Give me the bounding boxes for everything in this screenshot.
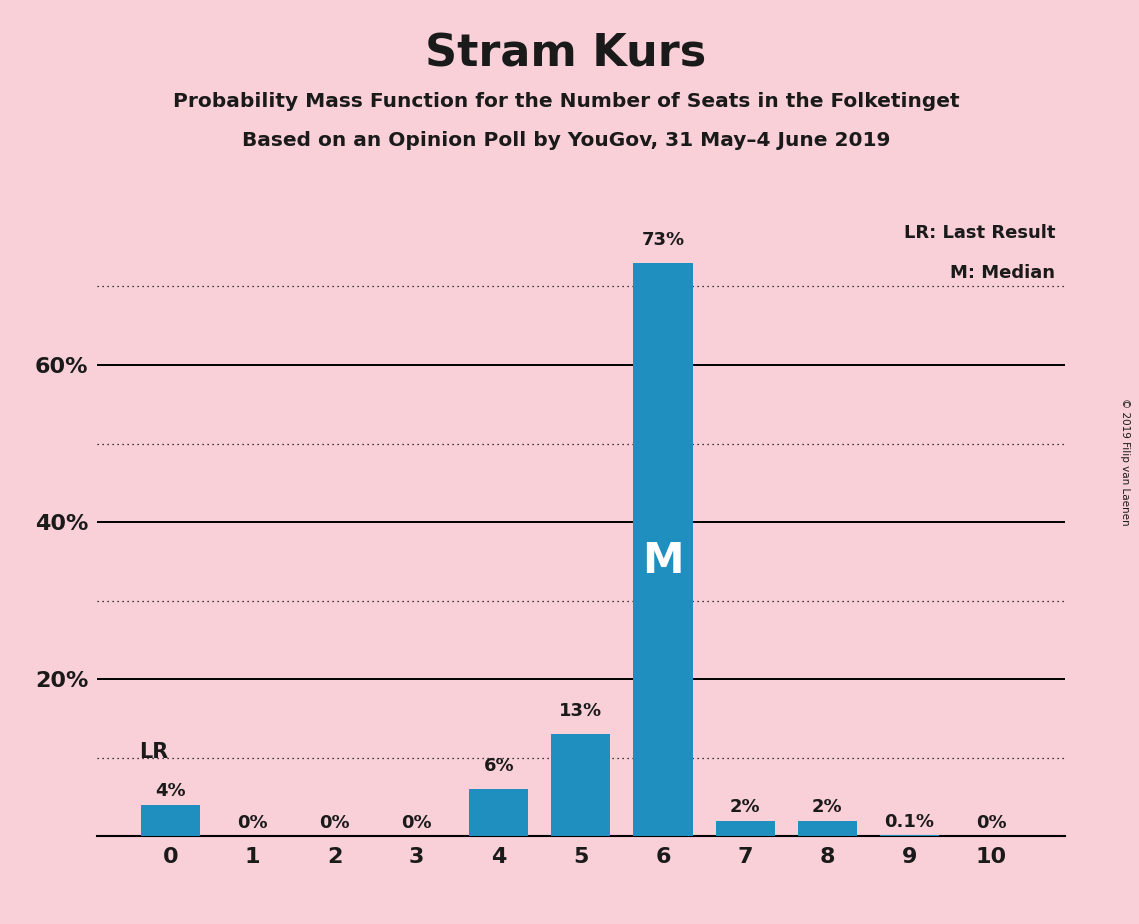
Text: 73%: 73% (641, 231, 685, 249)
Text: M: M (642, 541, 683, 582)
Text: LR: Last Result: LR: Last Result (903, 224, 1055, 241)
Text: Probability Mass Function for the Number of Seats in the Folketinget: Probability Mass Function for the Number… (173, 92, 959, 112)
Bar (797, 821, 857, 836)
Text: Stram Kurs: Stram Kurs (426, 32, 706, 76)
Text: Based on an Opinion Poll by YouGov, 31 May–4 June 2019: Based on an Opinion Poll by YouGov, 31 M… (241, 131, 891, 151)
Text: 2%: 2% (812, 797, 843, 816)
Text: 0%: 0% (237, 813, 268, 832)
Bar (715, 821, 775, 836)
Text: LR: LR (139, 742, 169, 761)
Text: 0%: 0% (976, 813, 1007, 832)
Text: 4%: 4% (155, 782, 186, 800)
Text: © 2019 Filip van Laenen: © 2019 Filip van Laenen (1121, 398, 1130, 526)
Bar (633, 262, 693, 836)
Text: 0.1%: 0.1% (884, 813, 934, 831)
Text: 0%: 0% (401, 813, 432, 832)
Text: M: Median: M: Median (950, 264, 1055, 283)
Text: 0%: 0% (319, 813, 350, 832)
Bar (469, 789, 528, 836)
Text: 6%: 6% (483, 757, 514, 775)
Bar (551, 734, 611, 836)
Text: 13%: 13% (559, 702, 603, 720)
Text: 2%: 2% (730, 797, 761, 816)
Bar (141, 805, 200, 836)
